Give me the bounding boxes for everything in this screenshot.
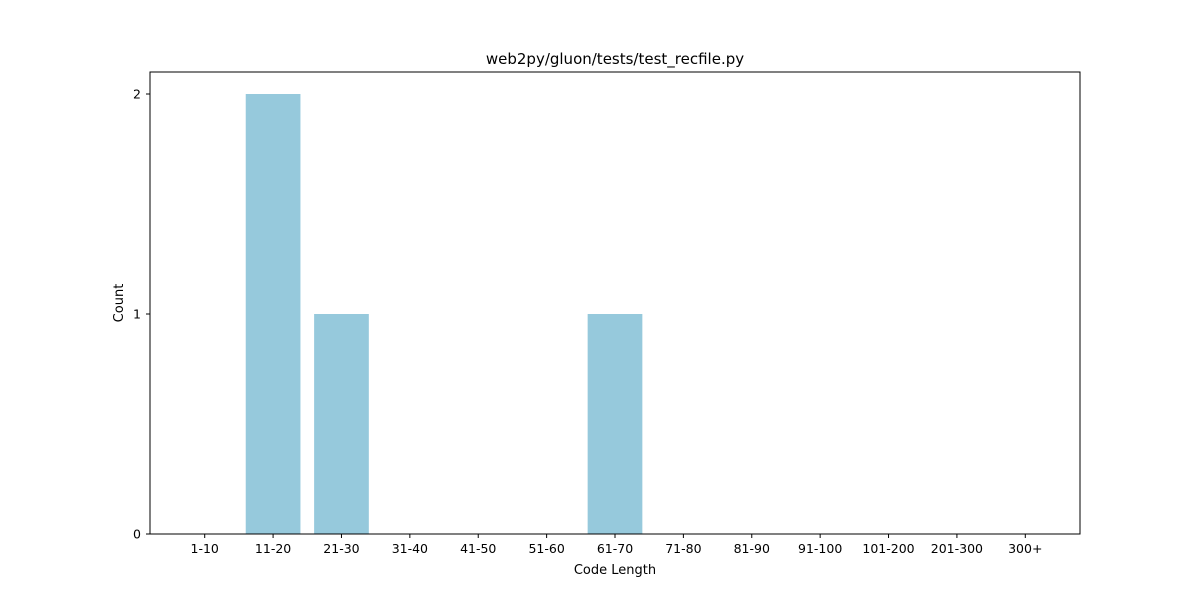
- x-tick-label: 101-200: [862, 541, 914, 556]
- y-axis: 0 1 2: [133, 87, 150, 542]
- x-tick-label: 300+: [1008, 541, 1042, 556]
- x-tick-label: 201-300: [931, 541, 983, 556]
- bars-group: [245, 94, 643, 534]
- bar-21-30: [314, 314, 369, 534]
- x-tick-label: 81-90: [734, 541, 770, 556]
- y-axis-label: Count: [112, 284, 127, 323]
- x-tick-label: 91-100: [798, 541, 842, 556]
- x-tick-label: 71-80: [665, 541, 701, 556]
- bar-11-20: [245, 94, 301, 534]
- y-tick-label: 1: [133, 307, 141, 322]
- x-tick-label: 61-70: [597, 541, 633, 556]
- y-tick-label: 2: [133, 87, 141, 102]
- x-axis-label: Code Length: [574, 563, 656, 578]
- bar-61-70: [587, 314, 643, 534]
- x-tick-label: 21-30: [323, 541, 359, 556]
- x-tick-label: 11-20: [255, 541, 291, 556]
- x-tick-label: 1-10: [191, 541, 219, 556]
- x-tick-label: 51-60: [528, 541, 564, 556]
- x-axis: 1-10 11-20 21-30 31-40 41-50 51-60 61-70 71-80 8…: [191, 534, 1042, 556]
- x-tick-label: 41-50: [460, 541, 496, 556]
- x-tick-label: 31-40: [392, 541, 428, 556]
- y-tick-label: 0: [133, 527, 141, 542]
- chart-title: web2py/gluon/tests/test_recfile.py: [486, 50, 744, 69]
